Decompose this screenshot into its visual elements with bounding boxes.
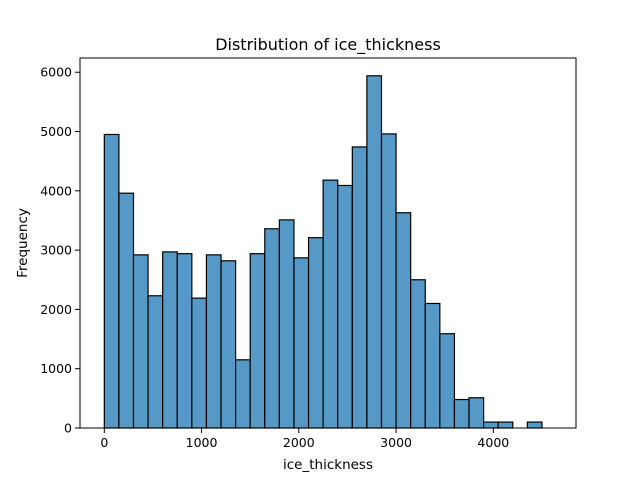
y-tick-label: 1000 bbox=[40, 361, 72, 376]
histogram-bar bbox=[439, 333, 456, 429]
histogram-bar bbox=[410, 279, 426, 429]
histogram-bar bbox=[264, 228, 280, 429]
histogram-bar bbox=[395, 212, 412, 429]
histogram-bar bbox=[235, 359, 251, 429]
histogram-bar bbox=[220, 260, 237, 429]
x-tick-label: 2000 bbox=[283, 435, 315, 450]
histogram-bar bbox=[176, 253, 193, 429]
histogram-bar bbox=[293, 257, 310, 429]
histogram-bar bbox=[497, 421, 514, 429]
plot-frame bbox=[79, 57, 577, 429]
chart-title: Distribution of ice_thickness bbox=[215, 35, 441, 55]
histogram-bar bbox=[322, 179, 339, 429]
y-tick-label: 3000 bbox=[40, 243, 72, 258]
histogram-bar bbox=[249, 253, 266, 429]
x-tick-label: 4000 bbox=[477, 435, 509, 450]
histogram-bar bbox=[424, 302, 441, 429]
y-tick-label: 6000 bbox=[40, 65, 72, 80]
histogram-bar bbox=[162, 251, 178, 429]
histogram-bar bbox=[337, 184, 353, 429]
histogram-bar bbox=[483, 421, 499, 429]
histogram-bar bbox=[468, 397, 485, 429]
y-tick-label: 0 bbox=[64, 421, 72, 436]
histogram-bar bbox=[278, 219, 295, 429]
x-axis-label: ice_thickness bbox=[283, 457, 373, 473]
x-tick-label: 0 bbox=[100, 435, 108, 450]
histogram-bar bbox=[191, 297, 208, 429]
bars-group bbox=[103, 75, 543, 429]
y-tick-label: 5000 bbox=[40, 124, 72, 139]
y-tick-label: 2000 bbox=[40, 302, 72, 317]
histogram-bar bbox=[380, 133, 397, 429]
y-axis-ticks: 0 1000 2000 3000 4000 5000 6000 bbox=[40, 65, 80, 436]
histogram-bar bbox=[205, 254, 222, 429]
histogram-bar bbox=[132, 254, 149, 429]
y-axis-label: Frequency bbox=[15, 208, 31, 278]
histogram-bar bbox=[351, 146, 368, 429]
histogram-bar bbox=[366, 75, 383, 429]
histogram-bar bbox=[526, 421, 543, 429]
x-tick-label: 3000 bbox=[380, 435, 412, 450]
histogram-bar bbox=[103, 133, 120, 429]
histogram-bar bbox=[118, 192, 135, 429]
y-tick-label: 4000 bbox=[40, 183, 72, 198]
histogram-bar bbox=[147, 295, 164, 429]
histogram-bar bbox=[307, 237, 324, 429]
x-tick-label: 1000 bbox=[186, 435, 218, 450]
histogram-bar bbox=[453, 398, 470, 429]
x-axis-ticks: 0 1000 2000 3000 4000 bbox=[100, 428, 509, 450]
